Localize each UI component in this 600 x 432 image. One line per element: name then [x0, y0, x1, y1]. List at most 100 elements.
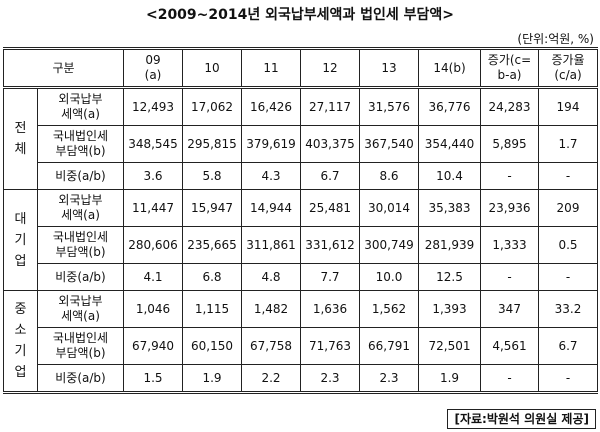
- table-cell: 16,426: [241, 87, 301, 126]
- group-label-char: 업: [14, 253, 27, 269]
- row-label: 외국납부 세액(a): [37, 290, 124, 328]
- table-cell: 17,062: [182, 87, 242, 126]
- table-cell: 2.3: [359, 364, 419, 393]
- row-label: 비중(a/b): [37, 364, 124, 393]
- table-row: 비중(a/b) 1.5 1.9 2.2 2.3 2.3 1.9- -: [4, 364, 598, 393]
- row-label: 국내법인세 부담액(b): [37, 125, 124, 163]
- table-row: 국내법인세 부담액(b) 67,940 60,150 67,758 71,763 66,79…: [4, 327, 598, 365]
- table-cell: 1,046: [123, 290, 183, 328]
- table-cell: 71,763: [300, 327, 360, 365]
- table-title: <2009~2014년 외국납부세액과 법인세 부담액>: [145, 7, 455, 23]
- group-label-char: 업: [14, 365, 27, 380]
- table-cell: 295,815: [182, 125, 242, 163]
- table-row: 국내법인세 부담액(b) 348,545 295,815 379,619 403,375 3…: [4, 125, 598, 163]
- header-year: 11: [241, 48, 301, 89]
- table-cell: 27,117: [300, 87, 360, 126]
- table-cell: 5.8: [182, 162, 242, 190]
- table-cell: -: [538, 162, 598, 190]
- row-label: 국내법인세 부담액(b): [37, 327, 124, 365]
- header-year: 13: [359, 48, 419, 89]
- table-cell: 23,936: [480, 189, 539, 227]
- table-cell: 8.6: [359, 162, 419, 190]
- table-cell: 2.2: [241, 364, 301, 393]
- header-category: 구분: [3, 48, 124, 89]
- table-cell: 67,758: [241, 327, 301, 365]
- row-label: 외국납부 세액(a): [37, 189, 124, 227]
- table-cell: 1.5: [123, 364, 183, 393]
- table-row: 국내법인세 부담액(b) 280,606 235,665 311,861 331,612 3…: [4, 226, 598, 264]
- group-label-char: 기: [14, 344, 27, 359]
- table-cell: 367,540: [359, 125, 419, 163]
- table-cell: 4.8: [241, 263, 301, 291]
- table-cell: 5,895: [480, 125, 539, 163]
- table-row: 중 소 기 업 외국납부 세액(a) 1,046 1,115 1,482 1,636 1,562 1,…: [3, 290, 598, 393]
- table-cell: 60,150: [182, 327, 242, 365]
- table-cell: 403,375: [300, 125, 360, 163]
- table-cell: 348,545: [123, 125, 183, 163]
- header-increase: 증가(c= b-a): [480, 48, 539, 89]
- unit-note: (단위:억원, %): [517, 32, 594, 46]
- table-cell: 331,612: [300, 226, 360, 264]
- header-row: 구분 09 (a) 10 11 12 13 14(b) 증가(c= b-a) 증가율…: [3, 48, 598, 89]
- table-cell: -: [538, 364, 598, 393]
- table-cell: -: [480, 364, 539, 393]
- table-cell: -: [480, 162, 539, 190]
- table-cell: 15,947: [182, 189, 242, 227]
- table-row: 비중(a/b) 4.1 6.8 4.8 7.7 10.0 12.5- -: [4, 263, 598, 291]
- table-cell: 35,383: [418, 189, 481, 227]
- table-row: 비중(a/b) 3.6 5.8 4.3 6.7 8.6 10.4- -: [4, 162, 598, 190]
- table-cell: 12.5: [418, 263, 481, 291]
- table-cell: 1.9: [182, 364, 242, 393]
- table-cell: 1,333: [480, 226, 539, 264]
- table-cell: 1,636: [300, 290, 360, 328]
- table-cell: 6.7: [300, 162, 360, 190]
- row-label: 비중(a/b): [37, 263, 124, 291]
- table-cell: 1.9: [418, 364, 481, 393]
- group-label-char: 중: [14, 302, 27, 317]
- row-label: 국내법인세 부담액(b): [37, 226, 124, 264]
- header-year: 10: [182, 48, 242, 89]
- group-label-char: 기: [14, 232, 27, 248]
- table-cell: 0.5: [538, 226, 598, 264]
- table-cell: 3.6: [123, 162, 183, 190]
- table-cell: 25,481: [300, 189, 360, 227]
- table-cell: 1,115: [182, 290, 242, 328]
- table-cell: 4.1: [123, 263, 183, 291]
- table-cell: 33.2: [538, 290, 598, 328]
- table-cell: 72,501: [418, 327, 481, 365]
- table-cell: 300,749: [359, 226, 419, 264]
- tax-table: 구분 09 (a) 10 11 12 13 14(b) 증가(c= b-a) 증가율…: [3, 47, 598, 394]
- table-cell: 235,665: [182, 226, 242, 264]
- table-cell: 1,482: [241, 290, 301, 328]
- table-cell: 30,014: [359, 189, 419, 227]
- table-cell: -: [480, 263, 539, 291]
- table-cell: 4,561: [480, 327, 539, 365]
- header-year: 12: [300, 48, 360, 89]
- group-label-char: 전: [14, 121, 27, 136]
- table-cell: 6.8: [182, 263, 242, 291]
- row-label: 비중(a/b): [37, 162, 124, 190]
- table-cell: 2.3: [300, 364, 360, 393]
- table-cell: 12,493: [123, 87, 183, 126]
- table-cell: 311,861: [241, 226, 301, 264]
- table-cell: 24,283: [480, 87, 539, 126]
- header-year: 14(b): [418, 48, 481, 89]
- table-cell: 4.3: [241, 162, 301, 190]
- table-cell: 10.0: [359, 263, 419, 291]
- table-cell: 209: [538, 189, 598, 227]
- table-cell: 1,562: [359, 290, 419, 328]
- table-cell: 280,606: [123, 226, 183, 264]
- table-cell: 66,791: [359, 327, 419, 365]
- table-row: 대 기 업 외국납부 세액(a) 11,447 15,947 14,944 25,481 30,0…: [3, 189, 598, 291]
- table-cell: 6.7: [538, 327, 598, 365]
- table-cell: 7.7: [300, 263, 360, 291]
- group-label-char: 체: [14, 142, 27, 157]
- table-cell: 14,944: [241, 189, 301, 227]
- group-label-char: 대: [14, 211, 27, 227]
- table-cell: 11,447: [123, 189, 183, 227]
- table-cell: 1.7: [538, 125, 598, 163]
- table-cell: 354,440: [418, 125, 481, 163]
- group-label-char: 소: [14, 323, 27, 338]
- row-label: 외국납부 세액(a): [37, 87, 124, 126]
